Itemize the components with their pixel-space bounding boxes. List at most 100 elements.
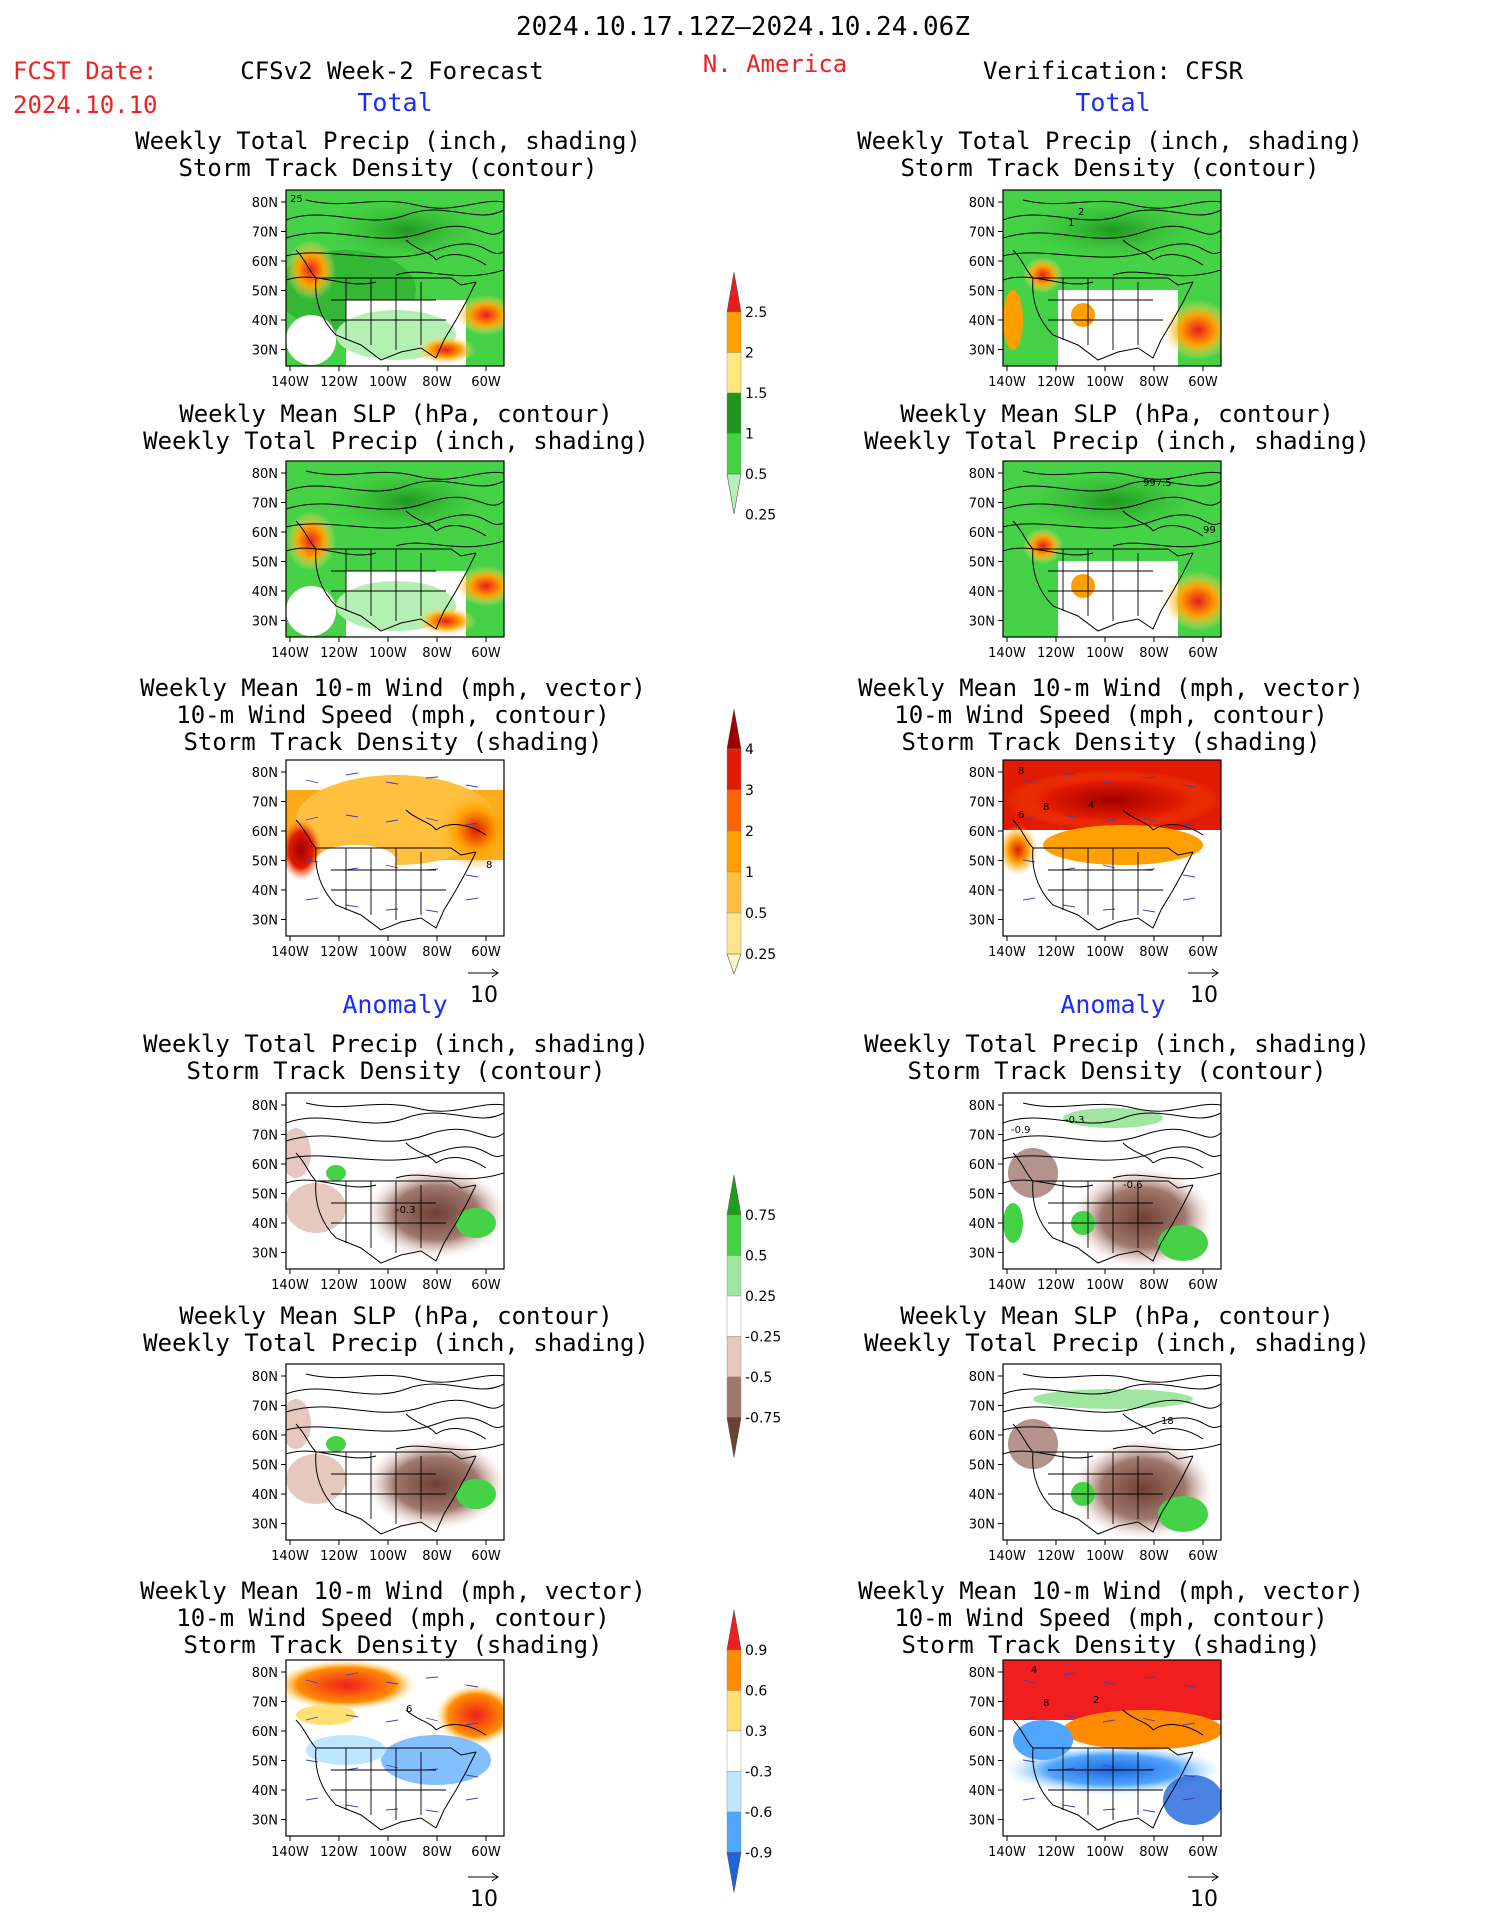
colorbar-label: 2 [745, 346, 754, 362]
lat-tick-label: 30N [252, 344, 278, 359]
fcst-total-wind-map: 8 [285, 759, 505, 937]
lon-tick-label: 80W [1139, 375, 1169, 390]
colorbar-label: 0.3 [745, 1724, 767, 1740]
lon-tick-label: 80W [422, 1549, 452, 1564]
colorbar-label: 1 [745, 427, 754, 443]
colorbar-end-triangle [726, 473, 742, 515]
lat-tick-label: 50N [252, 556, 278, 571]
lon-tick-label: 140W [271, 945, 309, 960]
obs-anom-precip-map: -0.9 -0.3 -0.6 [1002, 1092, 1222, 1270]
map-label: 6 [406, 1704, 412, 1715]
colorbar-end-triangle [726, 708, 742, 750]
colorbar-end-triangle [726, 1852, 742, 1893]
lat-tick-label: 60N [969, 1158, 995, 1173]
colorbar-precip_total: 2.5 2 1.5 1 0.5 0.25 [726, 271, 776, 524]
lon-tick-label: 100W [369, 1278, 407, 1293]
map-label: 8 [486, 860, 492, 871]
lat-tick-label: 30N [969, 1247, 995, 1262]
colorbar-segment [726, 871, 742, 914]
fcst-total-precip-title: Weekly Total Precip (inch, shading) Stor… [135, 127, 641, 182]
map-label: -0.3 [396, 1205, 416, 1216]
colorbar-end-triangle [726, 1417, 742, 1458]
obs-total-precip-title: Weekly Total Precip (inch, shading) Stor… [857, 127, 1363, 182]
lon-tick-label: 140W [271, 646, 309, 661]
lon-tick-label: 100W [1086, 1845, 1124, 1860]
lat-tick-label: 50N [252, 855, 278, 870]
fcst-total-precip-map: 25 [285, 189, 505, 367]
colorbar-segment [726, 1771, 742, 1813]
lat-tick-label: 70N [252, 796, 278, 811]
lon-tick-label: 100W [1086, 945, 1124, 960]
lat-tick-label: 70N [969, 1696, 995, 1711]
obs-anom-slp-title: Weekly Mean SLP (hPa, contour) Weekly To… [864, 1302, 1370, 1357]
vector-ref-label: 10 [470, 1887, 498, 1912]
obs-anom-wind-title: Weekly Mean 10-m Wind (mph, vector) 10-m… [858, 1577, 1364, 1659]
lat-tick-label: 60N [969, 1429, 995, 1444]
lat-tick-label: 40N [252, 884, 278, 899]
lon-tick-label: 140W [988, 1278, 1026, 1293]
colorbar-label: 3 [745, 783, 754, 799]
lon-tick-label: 80W [422, 1845, 452, 1860]
colorbar-segment [726, 748, 742, 791]
lat-tick-label: 80N [252, 766, 278, 781]
colorbar-label: 0.9 [745, 1643, 767, 1659]
map-label: 6 [1018, 810, 1024, 821]
colorbar-segment [726, 1690, 742, 1732]
lat-tick-label: 60N [969, 1725, 995, 1740]
lon-tick-label: 100W [369, 1549, 407, 1564]
lon-tick-label: 100W [1086, 646, 1124, 661]
colorbar-label: 0.5 [745, 1249, 767, 1265]
map-label: 8 [1043, 1698, 1049, 1709]
colorbar-label: 1.5 [745, 386, 767, 402]
lat-tick-label: 40N [252, 1784, 278, 1799]
lat-tick-label: 80N [969, 467, 995, 482]
lat-tick-label: 40N [969, 314, 995, 329]
lon-tick-label: 120W [320, 1278, 358, 1293]
colorbar-label: -0.9 [745, 1846, 772, 1862]
lon-tick-label: 100W [369, 375, 407, 390]
lat-tick-label: 30N [969, 1814, 995, 1829]
colorbar-segment [726, 433, 742, 475]
colorbar-segment [726, 1214, 742, 1256]
region-title: N. America [702, 50, 848, 78]
lat-tick-label: 70N [252, 1129, 278, 1144]
lat-tick-label: 30N [252, 914, 278, 929]
lon-tick-label: 80W [422, 646, 452, 661]
map-label: 997.5 [1143, 478, 1172, 489]
lon-tick-label: 140W [988, 375, 1026, 390]
colorbar-label: 0.25 [745, 508, 776, 524]
lon-tick-label: 140W [271, 1278, 309, 1293]
lat-tick-label: 80N [969, 1099, 995, 1114]
fcst-anom-wind-title: Weekly Mean 10-m Wind (mph, vector) 10-m… [140, 1577, 646, 1659]
map-label: -0.6 [1123, 1180, 1143, 1191]
lat-tick-label: 80N [969, 1370, 995, 1385]
lon-tick-label: 100W [1086, 1549, 1124, 1564]
lon-tick-label: 80W [422, 945, 452, 960]
map-label: 25 [290, 194, 303, 205]
lat-tick-label: 70N [969, 497, 995, 512]
lon-tick-label: 140W [988, 945, 1026, 960]
obs-total-wind-map: 8 4 6 8 [1002, 759, 1222, 937]
fcst-anom-wind-map: 6 [285, 1659, 505, 1837]
lon-tick-label: 80W [1139, 1845, 1169, 1860]
lon-tick-label: 120W [320, 375, 358, 390]
colorbar-label: 0.75 [745, 1208, 776, 1224]
lon-tick-label: 120W [1037, 945, 1075, 960]
colorbar-segment [726, 1811, 742, 1853]
lat-tick-label: 50N [969, 855, 995, 870]
vector-ref-left-anom [468, 1872, 499, 1882]
map-label: 4 [1088, 800, 1094, 811]
colorbar-label: -0.5 [745, 1370, 772, 1386]
lat-tick-label: 50N [252, 1755, 278, 1770]
colorbar-segment [726, 1295, 742, 1337]
colorbar-segment [726, 1649, 742, 1691]
lon-tick-label: 80W [1139, 945, 1169, 960]
fcst-total-wind-title: Weekly Mean 10-m Wind (mph, vector) 10-m… [140, 674, 646, 756]
lat-tick-label: 70N [969, 1400, 995, 1415]
map-label: 8 [1043, 802, 1049, 813]
lon-tick-label: 60W [471, 1278, 501, 1293]
lat-tick-label: 40N [969, 1784, 995, 1799]
map-label: 4 [1031, 1665, 1037, 1676]
lon-tick-label: 100W [1086, 1278, 1124, 1293]
lat-tick-label: 80N [252, 196, 278, 211]
